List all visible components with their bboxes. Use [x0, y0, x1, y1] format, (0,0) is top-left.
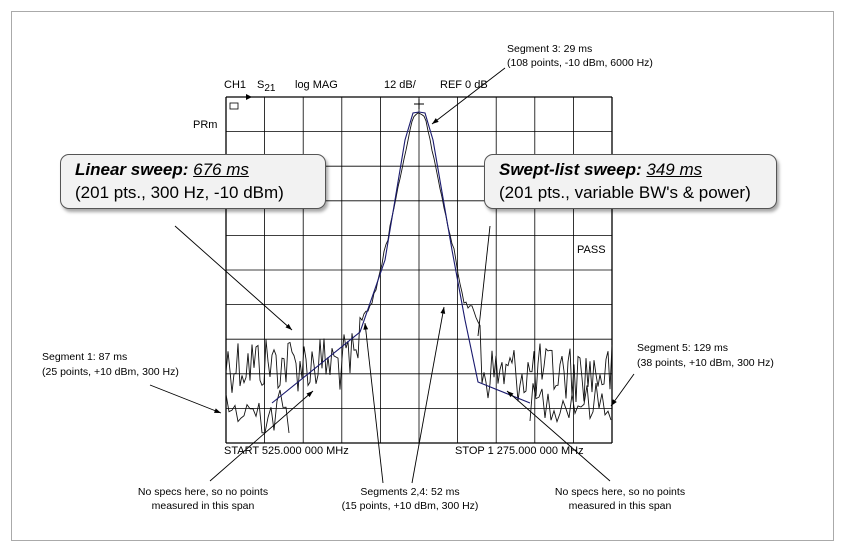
segments24-pointer-left-head — [363, 323, 369, 330]
linear-sweep-trace — [225, 112, 613, 403]
linear-sweep-details: (201 pts., 300 Hz, -10 dBm) — [75, 183, 284, 202]
nospec-right-pointer-head — [507, 391, 514, 398]
segment3-pointer — [431, 67, 506, 125]
param-label: S21 — [257, 79, 276, 94]
segment1-title: Segment 1: 87 ms — [42, 351, 128, 363]
nospec-left-pointer-head — [306, 391, 313, 398]
start-frequency: START 525.000 000 MHz — [224, 445, 349, 457]
ref-label: REF 0 dB — [440, 79, 488, 91]
nospec-right-line2: measured in this span — [568, 500, 672, 512]
marker-label: PRm — [193, 119, 218, 131]
segment5-detail: (38 points, +10 dBm, 300 Hz) — [637, 357, 774, 369]
linear-sweep-pointer — [174, 225, 293, 331]
swept-list-trace — [271, 111, 531, 404]
swept-list-sweep-box: Swept-list sweep: 349 ms (201 pts., vari… — [484, 154, 777, 209]
segments24-detail: (15 points, +10 dBm, 300 Hz) — [341, 500, 479, 512]
segment5-title: Segment 5: 129 ms — [637, 342, 729, 354]
nospec-right-pointer — [506, 390, 611, 482]
segments24-pointer-right-head — [440, 307, 446, 314]
swept-list-sweep-title: Swept-list sweep: 349 ms — [499, 160, 703, 179]
linear-sweep-title: Linear sweep: 676 ms — [75, 160, 249, 179]
channel-label: CH1 — [224, 79, 247, 91]
reference-arrowhead — [246, 94, 252, 100]
swept-list-sweep-details: (201 pts., variable BW's & power) — [499, 183, 751, 202]
segments24-title: Segments 2,4: 52 ms — [360, 486, 460, 498]
segment1-pointer-head — [214, 408, 221, 413]
segment1-trace — [225, 389, 290, 434]
segment3-pointer-head — [432, 118, 439, 124]
linear-sweep-box: Linear sweep: 676 ms (201 pts., 300 Hz, … — [60, 154, 326, 209]
nospec-left-line1: No specs here, so no points — [137, 486, 269, 498]
segment3-title: Segment 3: 29 ms — [507, 43, 593, 55]
nospec-left-line2: measured in this span — [151, 500, 255, 512]
segment1-detail: (25 points, +10 dBm, 300 Hz) — [42, 366, 179, 378]
nospec-right-line1: No specs here, so no points — [554, 486, 686, 498]
pass-indicator: PASS — [577, 244, 606, 256]
segment3-detail: (108 points, -10 dBm, 6000 Hz) — [507, 57, 653, 69]
segment5-pointer-head — [611, 399, 617, 406]
segment5-trace — [529, 382, 612, 424]
swept-list-pointer — [477, 225, 491, 337]
linear-sweep-pointer-head — [285, 323, 292, 330]
figure-frame — [11, 11, 834, 541]
stop-frequency: STOP 1 275.000 000 MHz — [455, 445, 584, 457]
nospec-left-pointer — [209, 390, 314, 482]
marker-box — [229, 102, 239, 110]
scale-label: 12 dB/ — [384, 79, 416, 91]
segment1-pointer — [149, 384, 222, 414]
segments24-pointer-right — [411, 306, 445, 484]
format-label: log MAG — [295, 79, 338, 91]
segments24-pointer-left — [364, 322, 384, 484]
